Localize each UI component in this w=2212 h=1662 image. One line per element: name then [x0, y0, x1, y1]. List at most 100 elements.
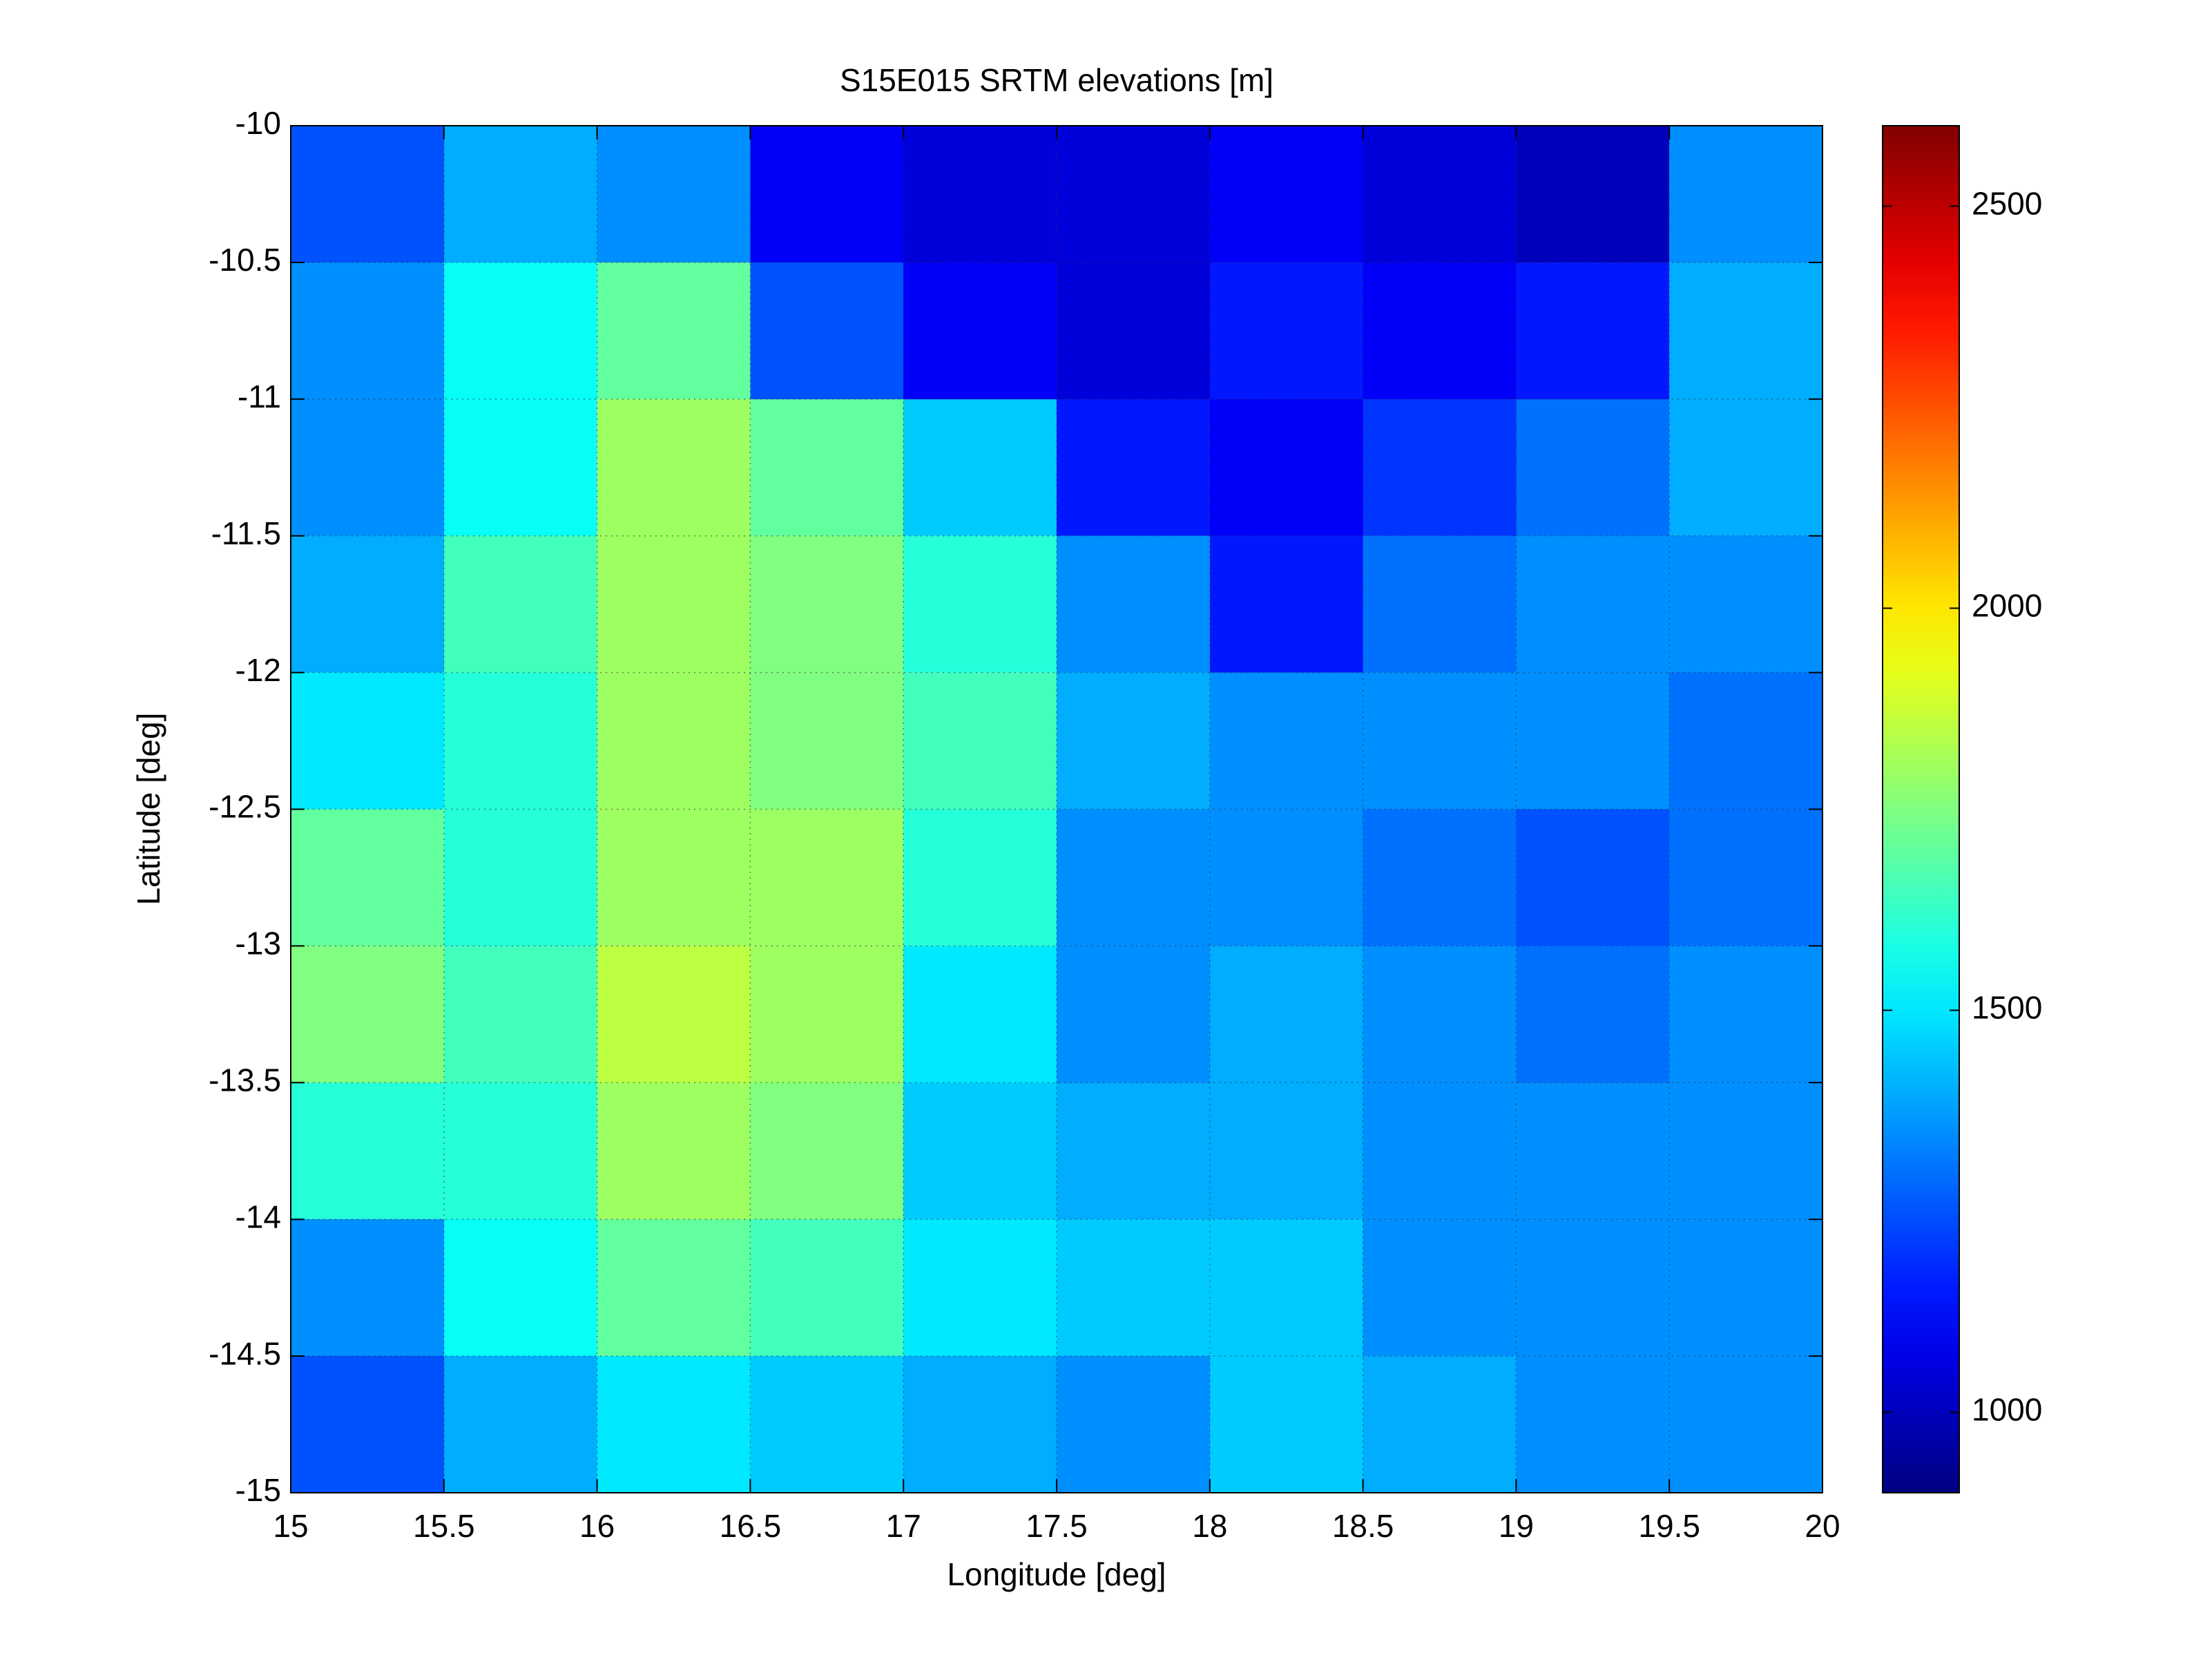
heatmap-cell	[1669, 535, 1823, 674]
heatmap-cell	[750, 262, 904, 400]
heatmap-cell	[1057, 535, 1211, 674]
heatmap-cell	[1057, 1082, 1211, 1220]
heatmap-cell	[1209, 1219, 1364, 1357]
heatmap	[291, 126, 1823, 1493]
y-tick-label: -14	[235, 1198, 281, 1234]
heatmap-cell	[291, 126, 445, 263]
chart-title: S15E015 SRTM elevations [m]	[840, 62, 1273, 98]
heatmap-cell	[597, 262, 751, 400]
heatmap-cell	[291, 809, 445, 946]
heatmap-cell	[1516, 1082, 1670, 1220]
colorbar-tick-label: 2500	[1972, 186, 2042, 222]
heatmap-cell	[1209, 399, 1364, 537]
colorbar-tick-label: 1000	[1972, 1392, 2042, 1428]
heatmap-cell	[1209, 1356, 1364, 1493]
heatmap-cell	[1516, 809, 1670, 946]
y-tick-label: -11	[238, 379, 281, 414]
heatmap-cell	[1209, 672, 1364, 810]
y-tick-label: -12.5	[209, 789, 281, 825]
heatmap-cell	[1057, 262, 1211, 400]
heatmap-cell	[291, 399, 445, 537]
heatmap-cell	[1669, 672, 1823, 810]
heatmap-cell	[1363, 535, 1517, 674]
heatmap-cell	[1669, 399, 1823, 537]
heatmap-cell	[1669, 946, 1823, 1083]
heatmap-cell	[1669, 809, 1823, 946]
heatmap-cell	[750, 1219, 904, 1357]
heatmap-cell	[1516, 126, 1670, 263]
heatmap-cell	[291, 1082, 445, 1220]
x-tick-label: 19.5	[1638, 1508, 1700, 1544]
heatmap-cell	[1516, 1356, 1670, 1493]
heatmap-cell	[597, 1356, 751, 1493]
heatmap-cell	[1363, 399, 1517, 537]
plot-frame	[290, 125, 1823, 1493]
x-tick-label: 17	[886, 1508, 921, 1544]
y-tick-label: -10.5	[209, 242, 281, 278]
x-tick-label: 15.5	[413, 1508, 475, 1544]
x-tick-label: 18.5	[1332, 1508, 1394, 1544]
heatmap-cell	[1363, 946, 1517, 1083]
heatmap-cell	[1363, 809, 1517, 946]
heatmap-cell	[597, 946, 751, 1083]
x-axis-label: Longitude [deg]	[947, 1556, 1166, 1592]
colorbar-tick-label: 1500	[1972, 990, 2042, 1026]
heatmap-cell	[443, 809, 598, 946]
heatmap-cell	[750, 946, 904, 1083]
heatmap-cell	[1363, 672, 1517, 810]
x-tick-label: 19	[1499, 1508, 1534, 1544]
heatmap-cell	[1669, 1356, 1823, 1493]
heatmap-cell	[443, 1356, 598, 1493]
heatmap-cell	[443, 535, 598, 674]
colorbar	[1882, 125, 1960, 1493]
heatmap-cell	[903, 809, 1057, 946]
y-tick-label: -12	[235, 652, 281, 688]
heatmap-cell	[903, 1219, 1057, 1357]
heatmap-cell	[597, 809, 751, 946]
heatmap-cell	[1209, 809, 1364, 946]
heatmap-cell	[1057, 946, 1211, 1083]
heatmap-cell	[597, 672, 751, 810]
heatmap-cell	[597, 126, 751, 263]
y-tick-label: -13	[235, 926, 281, 962]
heatmap-cell	[443, 399, 598, 537]
heatmap-cell	[443, 262, 598, 400]
heatmap-cell	[903, 1356, 1057, 1493]
heatmap-cell	[291, 1356, 445, 1493]
heatmap-cell	[1363, 1356, 1517, 1493]
x-tick-label: 16.5	[720, 1508, 782, 1544]
heatmap-cell	[1516, 262, 1670, 400]
heatmap-cell	[1057, 672, 1211, 810]
heatmap-cell	[1669, 1219, 1823, 1357]
heatmap-cell	[903, 126, 1057, 263]
heatmap-cell	[1363, 1082, 1517, 1220]
x-tick-label: 17.5	[1026, 1508, 1088, 1544]
heatmap-cell	[1209, 1082, 1364, 1220]
heatmap-cell	[443, 1219, 598, 1357]
heatmap-cell	[750, 809, 904, 946]
heatmap-cell	[1209, 126, 1364, 263]
colorbar-tick-label: 2000	[1972, 588, 2042, 624]
y-tick-label: -14.5	[209, 1335, 281, 1371]
heatmap-cell	[750, 535, 904, 674]
heatmap-cell	[443, 946, 598, 1083]
heatmap-cell	[291, 672, 445, 810]
x-tick-label: 20	[1805, 1508, 1840, 1544]
y-tick-label: -13.5	[209, 1062, 281, 1098]
y-axis-label: Latitude [deg]	[131, 713, 166, 906]
heatmap-cell	[1669, 126, 1823, 263]
heatmap-cell	[1516, 672, 1670, 810]
x-tick-label: 18	[1192, 1508, 1227, 1544]
heatmap-cell	[1669, 262, 1823, 400]
heatmap-cell	[750, 1082, 904, 1220]
y-tick-label: -15	[235, 1472, 281, 1508]
heatmap-cell	[443, 1082, 598, 1220]
heatmap-cell	[597, 535, 751, 674]
heatmap-cell	[1057, 399, 1211, 537]
heatmap-cell	[291, 946, 445, 1083]
heatmap-cell	[1209, 262, 1364, 400]
heatmap-cell	[903, 1082, 1057, 1220]
heatmap-cell	[291, 1219, 445, 1357]
heatmap-cell	[1057, 809, 1211, 946]
